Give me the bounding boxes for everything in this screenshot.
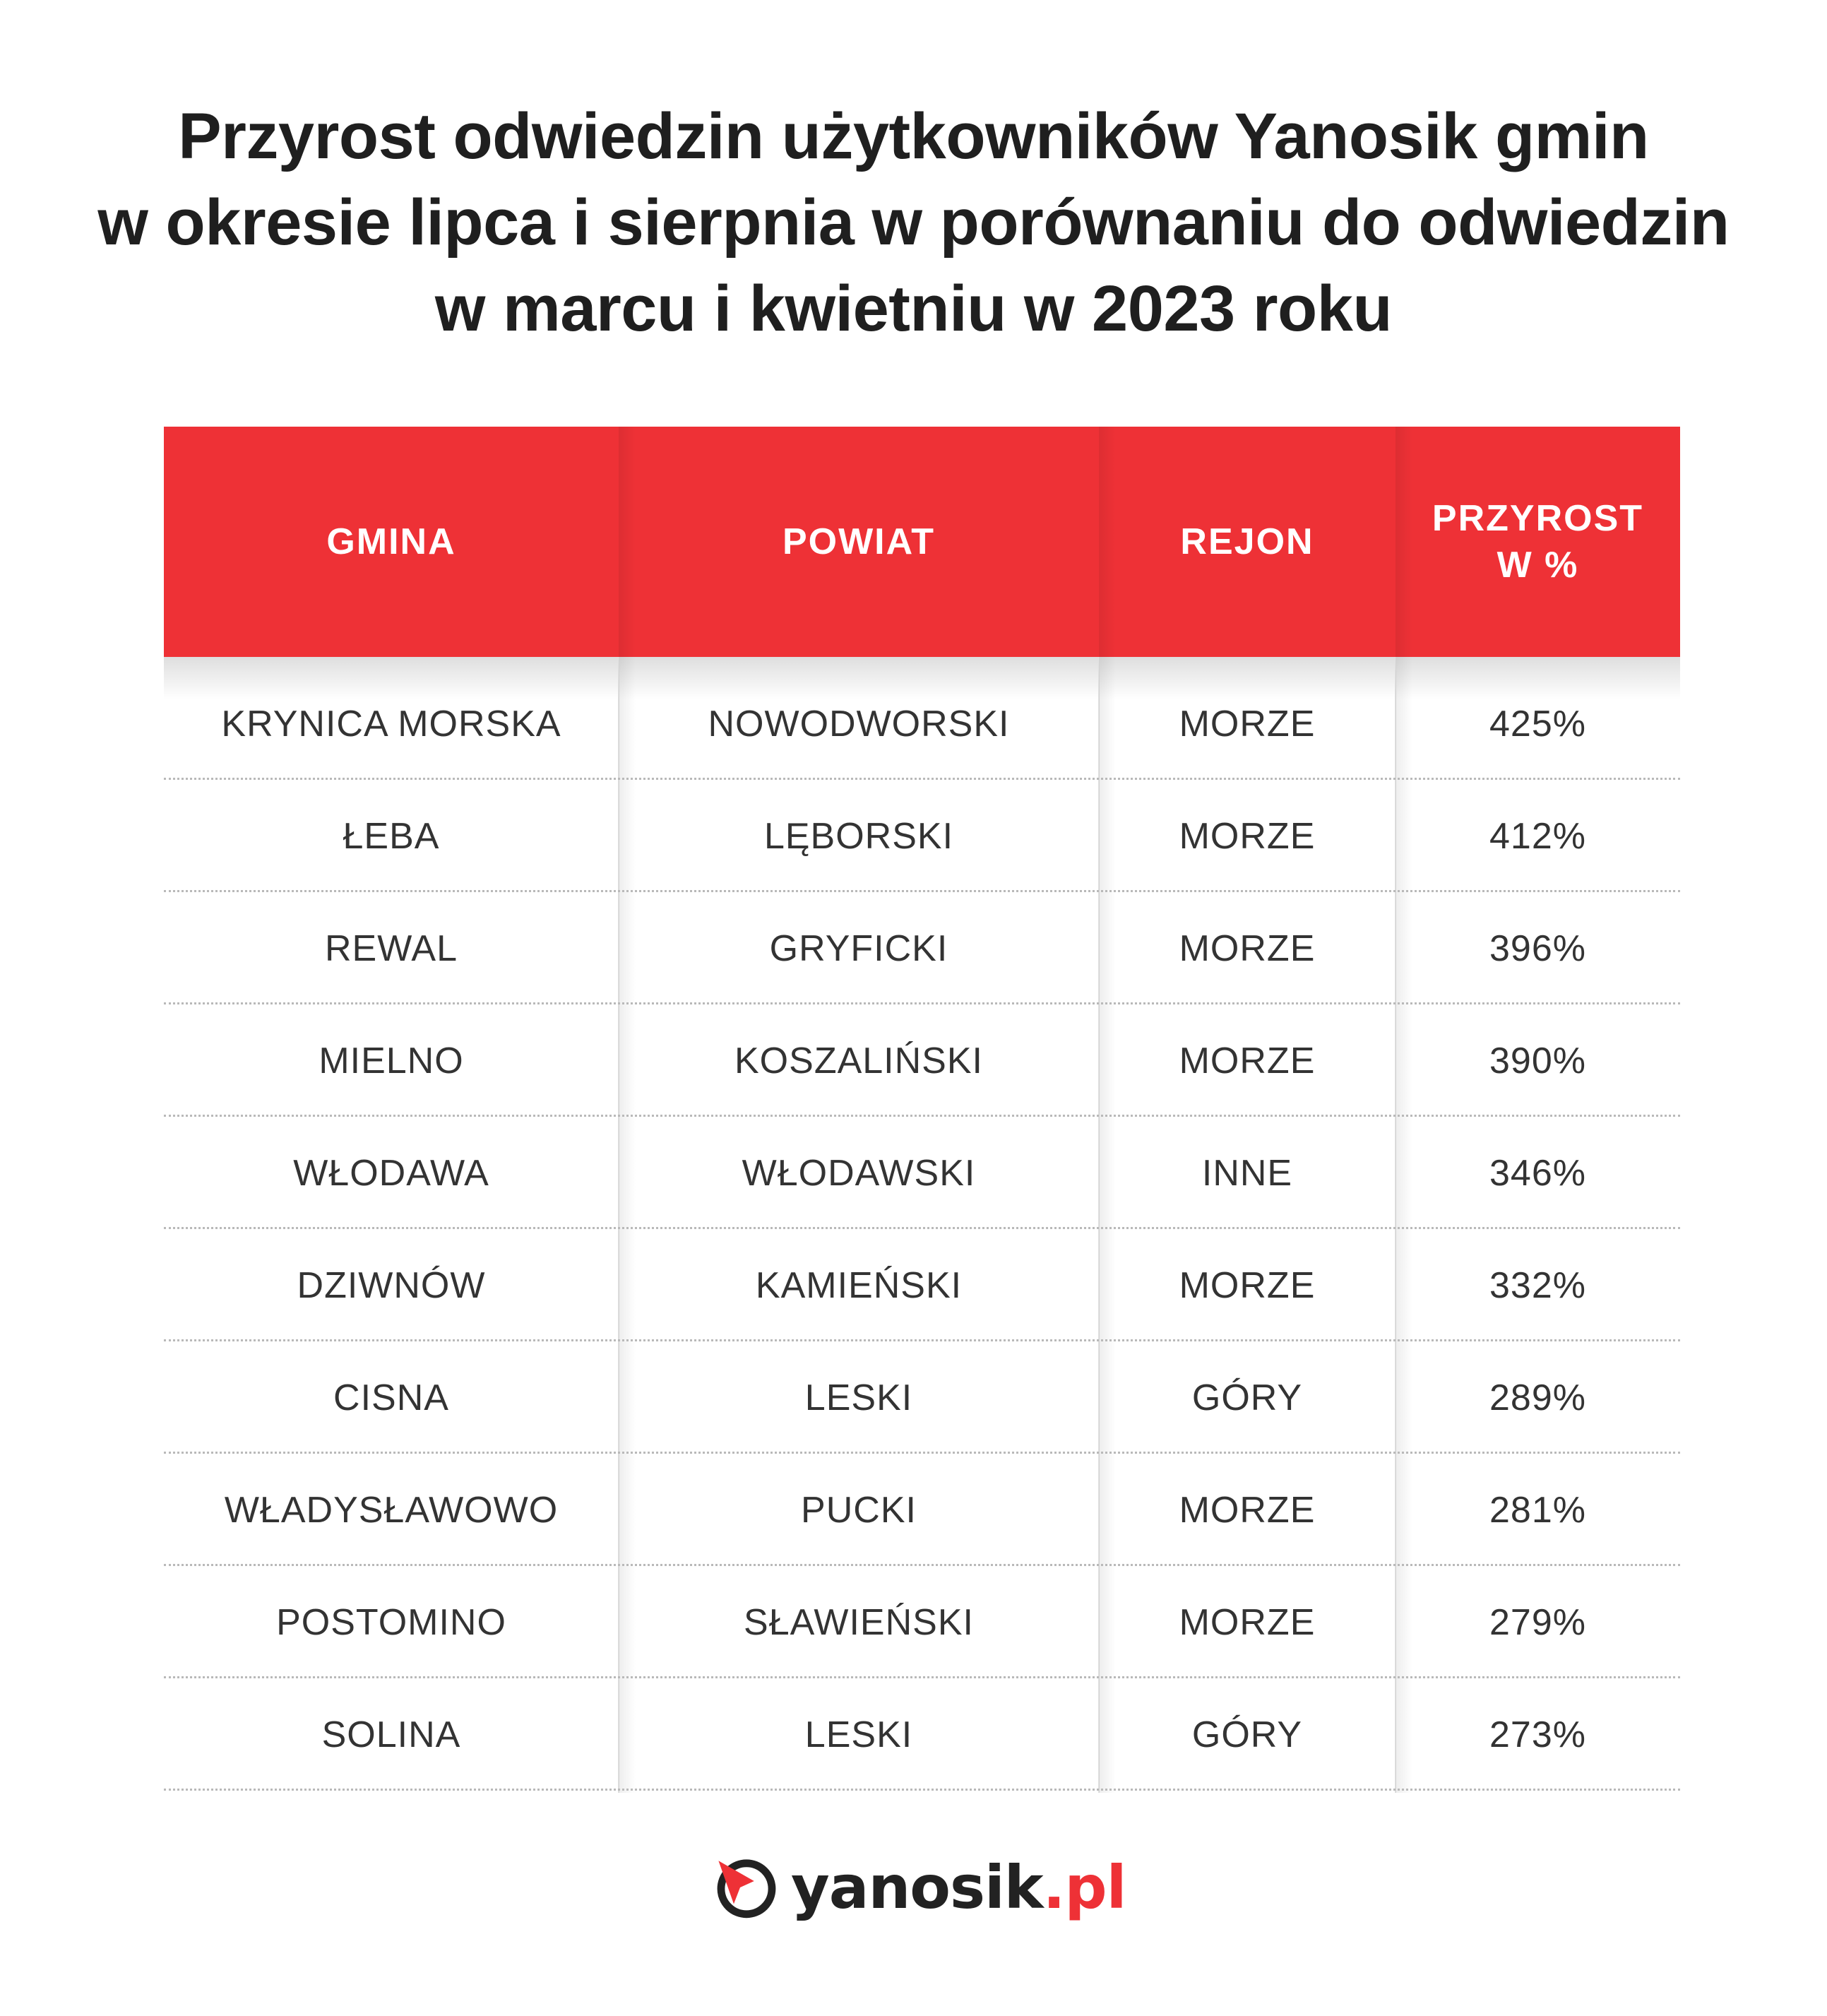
row-divider [164,1339,1680,1341]
table-row: POSTOMINO SŁAWIEŃSKI MORZE 279% [164,1566,1680,1678]
header-powiat: POWIAT [782,521,936,562]
cell-rejon: MORZE [1179,1601,1316,1643]
table-row: CISNA LESKI GÓRY 289% [164,1341,1680,1454]
cell-przyrost: 273% [1489,1714,1586,1755]
cell-powiat: NOWODWORSKI [708,703,1010,745]
cell-powiat: GRYFICKI [769,927,948,969]
cell-powiat: LĘBORSKI [763,815,954,857]
yanosik-logo-icon [717,1859,776,1919]
row-divider [164,1115,1680,1117]
column-divider [618,657,619,1793]
row-divider [164,1227,1680,1229]
header-przyrost-line1: PRZYROST [1432,498,1644,539]
header-rejon: REJON [1180,521,1314,562]
logo-wordmark: yanosik.pl [791,1853,1126,1922]
cell-przyrost: 390% [1489,1040,1586,1081]
header-przyrost: PRZYROST W % [1395,427,1680,657]
cell-gmina: KRYNICA MORSKA [221,703,561,745]
title-line-1: Przyrost odwiedzin użytkowników Yanosik … [178,100,1649,172]
row-divider [164,890,1680,892]
cell-gmina: POSTOMINO [276,1601,506,1643]
title-line-3: w marcu i kwietniu w 2023 roku [434,273,1393,345]
cell-rejon: MORZE [1179,1040,1316,1081]
cell-gmina: CISNA [333,1377,449,1418]
table-row: ŁEBA LĘBORSKI MORZE 412% [164,780,1680,892]
cell-powiat: LESKI [804,1714,913,1755]
table-row: WŁADYSŁAWOWO PUCKI MORZE 281% [164,1454,1680,1566]
table-row: KRYNICA MORSKA NOWODWORSKI MORZE 425% [164,668,1680,780]
cell-powiat: SŁAWIEŃSKI [744,1601,974,1643]
table-row: DZIWNÓW KAMIEŃSKI MORZE 332% [164,1229,1680,1341]
logo-name: yanosik [791,1853,1044,1922]
cell-rejon: MORZE [1179,927,1316,969]
column-divider [1395,657,1396,1793]
logo-tld: pl [1064,1853,1127,1922]
table-row: WŁODAWA WŁODAWSKI INNE 346% [164,1117,1680,1229]
cell-gmina: REWAL [325,927,458,969]
cell-gmina: SOLINA [321,1714,461,1755]
title-line-2: w okresie lipca i sierpnia w porównaniu … [97,186,1730,259]
cell-gmina: WŁADYSŁAWOWO [224,1489,559,1531]
row-divider [164,1002,1680,1004]
cell-przyrost: 279% [1489,1601,1586,1643]
yanosik-logo: yanosik.pl [715,1845,1126,1930]
row-divider [164,1789,1680,1791]
cell-powiat: WŁODAWSKI [742,1152,976,1194]
row-divider [164,778,1680,780]
cell-przyrost: 281% [1489,1489,1586,1531]
cell-przyrost: 412% [1489,815,1586,857]
cell-gmina: DZIWNÓW [297,1264,486,1306]
cell-rejon: INNE [1201,1152,1293,1194]
cell-rejon: MORZE [1179,1264,1316,1306]
cell-gmina: ŁEBA [343,815,440,857]
table-header: GMINA POWIAT REJON PRZYROST W % [164,427,1680,657]
cell-przyrost: 346% [1489,1152,1586,1194]
cell-gmina: MIELNO [319,1040,464,1081]
row-divider [164,1452,1680,1454]
table-row: SOLINA LESKI GÓRY 273% [164,1678,1680,1791]
header-shadow [164,657,1680,699]
cell-rejon: MORZE [1179,703,1316,745]
table-row: REWAL GRYFICKI MORZE 396% [164,892,1680,1004]
table-row: MIELNO KOSZALIŃSKI MORZE 390% [164,1004,1680,1117]
logo-dot: . [1042,1853,1066,1922]
header-przyrost-line2: W % [1496,545,1579,586]
cell-rejon: GÓRY [1191,1714,1303,1755]
cell-powiat: KAMIEŃSKI [755,1264,963,1306]
column-divider [1098,657,1100,1793]
row-divider [164,1564,1680,1566]
cell-rejon: MORZE [1179,1489,1316,1531]
cell-przyrost: 425% [1489,703,1586,745]
cell-przyrost: 289% [1489,1377,1586,1418]
cell-powiat: PUCKI [801,1489,917,1531]
cell-gmina: WŁODAWA [293,1152,489,1194]
cell-przyrost: 332% [1489,1264,1586,1306]
cell-powiat: KOSZALIŃSKI [734,1040,983,1081]
row-divider [164,1676,1680,1678]
page-title: Przyrost odwiedzin użytkowników Yanosik … [42,93,1785,352]
cell-powiat: LESKI [804,1377,913,1418]
cell-rejon: GÓRY [1191,1377,1303,1418]
header-gmina: GMINA [326,521,456,562]
data-table: GMINA POWIAT REJON PRZYROST W % KRYNICA … [164,427,1680,1793]
cell-rejon: MORZE [1179,815,1316,857]
cell-przyrost: 396% [1489,927,1586,969]
